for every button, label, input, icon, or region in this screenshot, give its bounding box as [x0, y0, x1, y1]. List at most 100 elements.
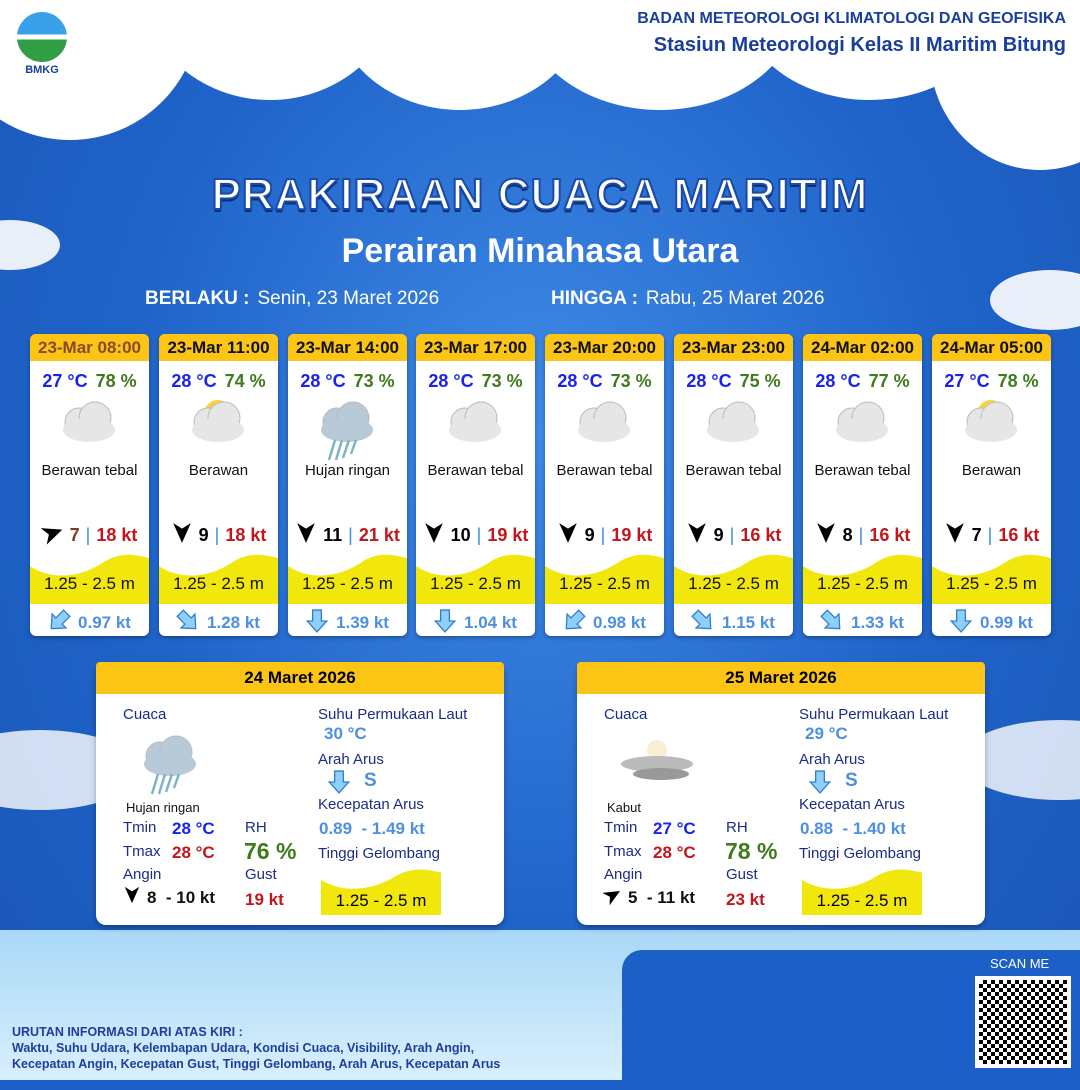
valid-to-label: HINGGA :: [551, 288, 638, 309]
gust-speed: 16 kt: [740, 524, 782, 545]
current-direction-icon: [808, 770, 832, 799]
forecast-card: 24-Mar 05:00 27 °C 78 % Berawan 7 | 16 kt 1…: [932, 334, 1051, 636]
scan-me-label: SCAN ME: [990, 956, 1050, 971]
org-name: BADAN METEOROLOGI KLIMATOLOGI DAN GEOFIS…: [637, 10, 1066, 27]
wind-direction-icon: [40, 522, 64, 549]
light-rain-icon: [288, 392, 407, 462]
current-speed: 1.15 kt: [722, 613, 775, 632]
current-direction-icon: [433, 608, 457, 637]
weather-label: Cuaca: [123, 706, 167, 723]
current-dir-label: Arah Arus: [799, 751, 865, 768]
wave-height: 1.25 - 2.5 m: [802, 867, 922, 915]
wind-value: 8 - 10 kt: [147, 887, 216, 907]
wind-speed: 9: [713, 524, 724, 545]
current-direction-icon: [48, 608, 71, 637]
humidity: 75 %: [739, 371, 781, 391]
wave-height: 1.25 - 2.5 m: [321, 867, 441, 915]
tmin-label: Tmin: [123, 819, 157, 836]
valid-from: BERLAKU : Senin, 23 Maret 2026: [145, 288, 439, 310]
forecast-card: 23-Mar 20:00 28 °C 73 % Berawan tebal 9 | 1…: [545, 334, 664, 636]
humidity: 73 %: [481, 371, 523, 391]
forecast-card: 24-Mar 02:00 28 °C 77 % Berawan tebal 8 | 1…: [803, 334, 922, 636]
wind-speed: 8: [842, 524, 853, 545]
current-speed: 0.99 kt: [980, 613, 1033, 632]
forecast-card: 23-Mar 23:00 28 °C 75 % Berawan tebal 9 | 1…: [674, 334, 793, 636]
wave-height: 1.25 - 2.5 m: [288, 552, 407, 604]
station-name: Stasiun Meteorologi Kelas II Maritim Bit…: [653, 34, 1066, 56]
rh-label: RH: [726, 819, 748, 836]
tmax-value: 28 °C: [172, 843, 215, 862]
current-speed: 0.97 kt: [78, 613, 131, 632]
current-speed-label: Kecepatan Arus: [318, 796, 424, 813]
wind-direction-icon: [686, 522, 708, 549]
wave-height-value: 1.25 - 2.5 m: [688, 574, 779, 593]
valid-to: HINGGA : Rabu, 25 Maret 2026: [551, 288, 824, 310]
current-speed: 1.04 kt: [464, 613, 517, 632]
wind-speed: 7: [69, 524, 80, 545]
current-direction-icon: [820, 608, 843, 637]
air-temperature: 27 °C: [42, 371, 88, 391]
qr-section: SCAN ME: [622, 950, 1080, 1090]
wind-direction-icon: [944, 522, 966, 549]
bmkg-logo: BMKG: [16, 12, 68, 76]
gust-speed: 19 kt: [611, 524, 653, 545]
logo-text: BMKG: [25, 64, 59, 76]
weather-condition: Berawan tebal: [556, 462, 653, 479]
weather-condition: Berawan: [188, 462, 249, 479]
gust-speed: 18 kt: [225, 524, 267, 545]
rh-label: RH: [245, 819, 267, 836]
qr-code[interactable]: [975, 976, 1071, 1068]
sst-value: 29 °C: [805, 724, 848, 743]
wave-height: 1.25 - 2.5 m: [545, 552, 664, 604]
wind-speed: 7: [971, 524, 982, 545]
rh-value: 78 %: [725, 838, 778, 864]
wind-direction-icon: [815, 522, 837, 549]
humidity: 73 %: [353, 371, 395, 391]
weather-condition: Hujan ringan: [304, 462, 391, 479]
current-speed-value: 0.88 - 1.40 kt: [800, 819, 906, 838]
wave-height: 1.25 - 2.5 m: [674, 552, 793, 604]
weather-condition: Berawan tebal: [41, 462, 138, 479]
wind-direction-icon: [423, 522, 445, 549]
weather-condition: Berawan: [961, 462, 1022, 479]
gust-label: Gust: [726, 866, 758, 883]
wave-height: 1.25 - 2.5 m: [932, 552, 1051, 604]
forecast-time: 23-Mar 08:00: [30, 334, 149, 361]
tmax-value: 28 °C: [653, 843, 696, 862]
gust-value: 23 kt: [726, 890, 765, 909]
footer-line-2: Kecepatan Angin, Kecepatan Gust, Tinggi …: [12, 1057, 501, 1071]
wave-height-value: 1.25 - 2.5 m: [44, 574, 135, 593]
gust-speed: 21 kt: [358, 524, 400, 545]
footer-title: URUTAN INFORMASI DARI ATAS KIRI :: [12, 1025, 243, 1039]
current-speed-label: Kecepatan Arus: [799, 796, 905, 813]
weather-label: Cuaca: [604, 706, 648, 723]
tmin-value: 28 °C: [172, 819, 215, 838]
forecast-card: 23-Mar 08:00 27 °C 78 % Berawan tebal 7 | 1…: [30, 334, 149, 636]
wind-direction-icon: [602, 886, 622, 909]
footer-line-1: Waktu, Suhu Udara, Kelembapan Udara, Kon…: [12, 1041, 475, 1055]
partly-cloudy-icon: [159, 392, 278, 462]
tmin-value: 27 °C: [653, 819, 696, 838]
wind-direction-icon: [295, 522, 317, 549]
current-speed: 0.98 kt: [593, 613, 646, 632]
current-direction-icon: [176, 608, 199, 637]
cloudy-icon: [30, 392, 149, 462]
gust-speed: 16 kt: [998, 524, 1040, 545]
footer-legend: URUTAN INFORMASI DARI ATAS KIRI : Waktu,…: [12, 1024, 500, 1072]
forecast-card: 23-Mar 11:00 28 °C 74 % Berawan 9 | 18 kt 1…: [159, 334, 278, 636]
sst-label: Suhu Permukaan Laut: [318, 706, 468, 723]
current-direction-icon: [563, 608, 586, 637]
wave-height-value: 1.25 - 2.5 m: [559, 574, 650, 593]
daily-date: 25 Maret 2026: [577, 662, 985, 694]
current-direction-icon: [691, 608, 714, 637]
wind-value: 5 - 11 kt: [628, 887, 696, 907]
forecast-time: 23-Mar 11:00: [159, 334, 278, 361]
cloudy-icon: [416, 392, 535, 462]
wave-label: Tinggi Gelombang: [799, 845, 922, 862]
humidity: 78 %: [95, 371, 137, 391]
rh-value: 76 %: [244, 838, 297, 864]
air-temperature: 28 °C: [171, 371, 217, 391]
wind-direction-icon: [171, 522, 193, 549]
wind-speed: 9: [584, 524, 595, 545]
daily-weather: Kabut: [607, 800, 641, 815]
